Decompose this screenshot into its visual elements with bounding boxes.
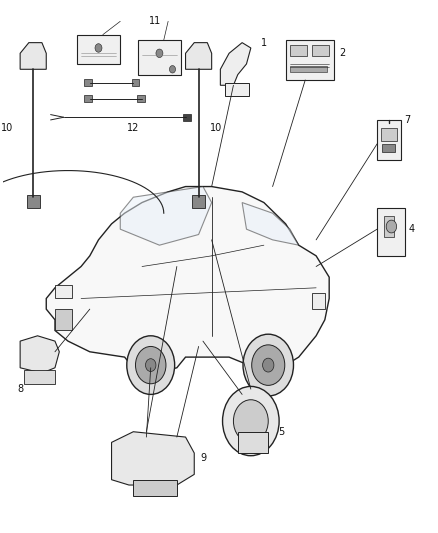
Circle shape bbox=[156, 49, 163, 58]
Bar bbox=[312, 293, 325, 309]
Bar bbox=[290, 45, 307, 56]
Circle shape bbox=[263, 358, 274, 372]
Text: 4: 4 bbox=[409, 224, 415, 234]
Text: 12: 12 bbox=[127, 123, 139, 133]
Bar bbox=[25, 370, 55, 384]
Bar bbox=[55, 309, 72, 330]
Bar bbox=[137, 95, 145, 102]
Bar bbox=[381, 128, 397, 141]
Bar bbox=[192, 195, 205, 208]
Bar bbox=[286, 40, 333, 80]
Circle shape bbox=[233, 400, 268, 442]
Circle shape bbox=[127, 336, 175, 394]
Text: 1: 1 bbox=[261, 38, 267, 47]
Bar bbox=[238, 432, 268, 453]
Bar bbox=[133, 480, 177, 496]
Bar bbox=[138, 40, 181, 75]
Text: 5: 5 bbox=[278, 427, 284, 437]
Bar bbox=[131, 79, 139, 86]
Circle shape bbox=[223, 386, 279, 456]
Circle shape bbox=[243, 334, 293, 396]
Circle shape bbox=[252, 345, 285, 385]
Circle shape bbox=[170, 66, 176, 73]
Polygon shape bbox=[20, 43, 46, 69]
Polygon shape bbox=[20, 336, 59, 373]
Bar bbox=[84, 95, 92, 102]
Polygon shape bbox=[112, 432, 194, 485]
Text: 7: 7 bbox=[404, 115, 411, 125]
Bar bbox=[384, 216, 395, 237]
Text: 11: 11 bbox=[149, 17, 161, 26]
Polygon shape bbox=[220, 43, 251, 85]
Circle shape bbox=[135, 346, 166, 384]
Bar bbox=[27, 195, 40, 208]
Bar bbox=[290, 66, 327, 72]
Circle shape bbox=[386, 220, 397, 233]
Bar bbox=[225, 83, 249, 96]
Text: 10: 10 bbox=[1, 123, 13, 133]
Bar bbox=[77, 35, 120, 64]
Text: 9: 9 bbox=[200, 454, 206, 463]
Polygon shape bbox=[120, 187, 212, 245]
Polygon shape bbox=[186, 43, 212, 69]
Circle shape bbox=[95, 44, 102, 52]
Bar bbox=[377, 120, 401, 160]
Bar bbox=[184, 114, 191, 121]
Polygon shape bbox=[46, 187, 329, 373]
Bar bbox=[55, 285, 72, 298]
Bar bbox=[312, 45, 329, 56]
Text: 2: 2 bbox=[339, 49, 346, 58]
Circle shape bbox=[145, 359, 156, 372]
Polygon shape bbox=[242, 203, 299, 245]
Text: 10: 10 bbox=[210, 123, 222, 133]
Bar bbox=[377, 208, 405, 256]
Bar bbox=[382, 144, 396, 152]
Bar bbox=[84, 79, 92, 86]
Text: 8: 8 bbox=[17, 384, 23, 394]
